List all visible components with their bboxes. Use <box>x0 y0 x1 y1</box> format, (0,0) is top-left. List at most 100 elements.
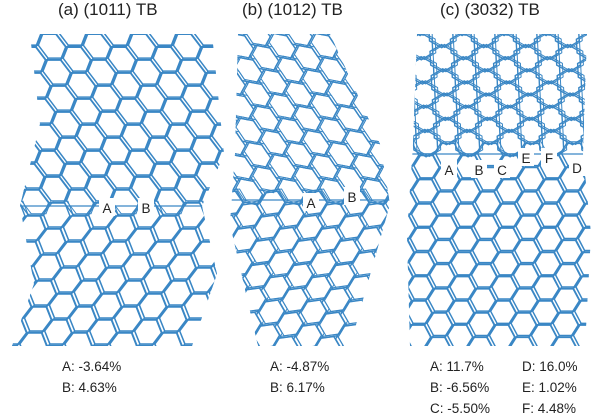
lattice-cell <box>359 312 387 337</box>
strain-a-B: B: 4.63% <box>62 377 121 398</box>
site-label-C: C <box>497 163 507 178</box>
lattice-cell-offset <box>405 69 417 96</box>
site-label-B: B <box>141 201 150 216</box>
lattice-cell-offset <box>405 34 414 48</box>
lattice-cell <box>62 333 91 346</box>
lattice-cell <box>17 333 46 346</box>
lattice-cell-offset <box>583 105 595 132</box>
lattice-cell <box>326 34 355 47</box>
lattice-cell-offset <box>230 322 240 346</box>
lattice-cell <box>351 34 380 59</box>
lattice-grains <box>405 34 595 346</box>
lattice-cell-offset <box>387 68 396 94</box>
lattice-cell <box>230 324 238 346</box>
lattice-cell <box>12 320 26 346</box>
lattice-cell <box>230 337 256 347</box>
lattice-cell <box>383 191 396 217</box>
site-label-F: F <box>545 151 553 166</box>
site-label-B: B <box>347 190 356 205</box>
lattice-cell <box>592 337 596 346</box>
lattice-cell-offset <box>202 188 224 214</box>
lattice-cell-offset <box>405 93 418 121</box>
lattice-cell <box>230 45 237 71</box>
lattice-cell <box>12 125 14 151</box>
lattice-cell <box>230 240 234 266</box>
lattice-cell-offset <box>387 129 396 155</box>
strain-c-B: B: -6.56% <box>430 377 522 398</box>
lattice-cell-offset <box>12 227 23 253</box>
lattice-cell <box>197 333 224 346</box>
lattice-cell-offset <box>220 344 224 346</box>
lattice-cell <box>259 69 288 95</box>
lattice-cell-offset <box>230 81 231 107</box>
lattice-cell <box>12 112 35 138</box>
lattice-cell <box>405 337 409 346</box>
lattice-cell-offset <box>219 34 224 58</box>
lattice-cell <box>301 69 330 95</box>
lattice-cell <box>202 307 224 332</box>
lattice-cell <box>216 34 224 59</box>
lattice-cell <box>376 106 396 132</box>
lattice-cell-offset <box>230 34 231 46</box>
lattice-cell <box>359 57 388 83</box>
lattice-cell-offset <box>12 201 28 227</box>
lattice-cell-offset <box>12 123 17 148</box>
lattice-cell <box>12 60 25 85</box>
lattice-cell-offset <box>205 305 224 330</box>
lattice-cell <box>221 203 225 229</box>
lattice-cell-offset <box>224 201 225 227</box>
lattice-cell <box>196 216 224 242</box>
strain-a-A: A: -3.64% <box>62 356 121 377</box>
lattice-cell-offset <box>219 227 224 253</box>
lattice-cell-offset <box>380 322 396 346</box>
lattice-cell <box>12 34 21 59</box>
lattice-cell-offset <box>371 262 396 287</box>
lattice-cell-offset <box>12 279 14 304</box>
lattice-cell <box>405 69 414 96</box>
lattice-cell-offset <box>12 34 23 58</box>
lattice-cell <box>25 99 54 125</box>
lattice-cell <box>30 125 59 151</box>
lattice-cell-offset <box>214 253 224 278</box>
lattice-cell-offset <box>379 105 396 131</box>
lattice-cell-offset <box>584 129 595 156</box>
lattice-cell <box>210 125 224 151</box>
lattice-cell <box>341 300 369 326</box>
site-label-A: A <box>444 163 453 178</box>
lattice-cell <box>345 276 373 301</box>
lattice-cell <box>182 294 211 319</box>
lattice-cell <box>12 86 30 112</box>
lattice-cell <box>191 242 220 268</box>
lattice-cell-offset <box>376 238 396 263</box>
lattice-cell-offset <box>230 298 245 324</box>
lattice-cell-offset <box>230 238 236 263</box>
lattice-cell <box>405 34 411 48</box>
lattice-cell-offset <box>353 34 382 58</box>
panel-a-title: (a) (1011) TB <box>58 0 158 20</box>
panel-b-title-prefix: (b) (10 <box>242 0 292 19</box>
lattice-cell <box>342 34 371 35</box>
lattice-cell-offset <box>395 34 396 58</box>
lattice-cell-offset <box>362 310 390 336</box>
lattice-cell <box>211 255 224 281</box>
lattice-cell <box>594 289 595 313</box>
site-label-E: E <box>521 151 530 166</box>
strain-c-E: E: 1.02% <box>522 377 600 398</box>
lattice-cell <box>405 192 416 216</box>
lattice-cell-offset <box>370 141 396 167</box>
lattice-cell-offset <box>378 44 396 70</box>
site-label-A: A <box>306 196 315 211</box>
lattice-cell-offset <box>362 56 391 82</box>
lattice-cell-offset <box>12 253 19 278</box>
site-label-A: A <box>102 201 111 216</box>
lattice-cell <box>12 151 19 176</box>
lattice-cell <box>12 294 31 319</box>
strain-c-F: F: 4.48% <box>522 398 600 419</box>
lattice-cell-offset <box>12 58 28 84</box>
lattice-cell-offset <box>594 336 595 346</box>
panel-b-title: (b) (1012) TB <box>242 0 343 20</box>
lattice-grains <box>12 34 224 346</box>
lattice-cell <box>376 45 396 71</box>
lattice-cell <box>216 229 224 255</box>
lattice-cell <box>219 177 224 202</box>
